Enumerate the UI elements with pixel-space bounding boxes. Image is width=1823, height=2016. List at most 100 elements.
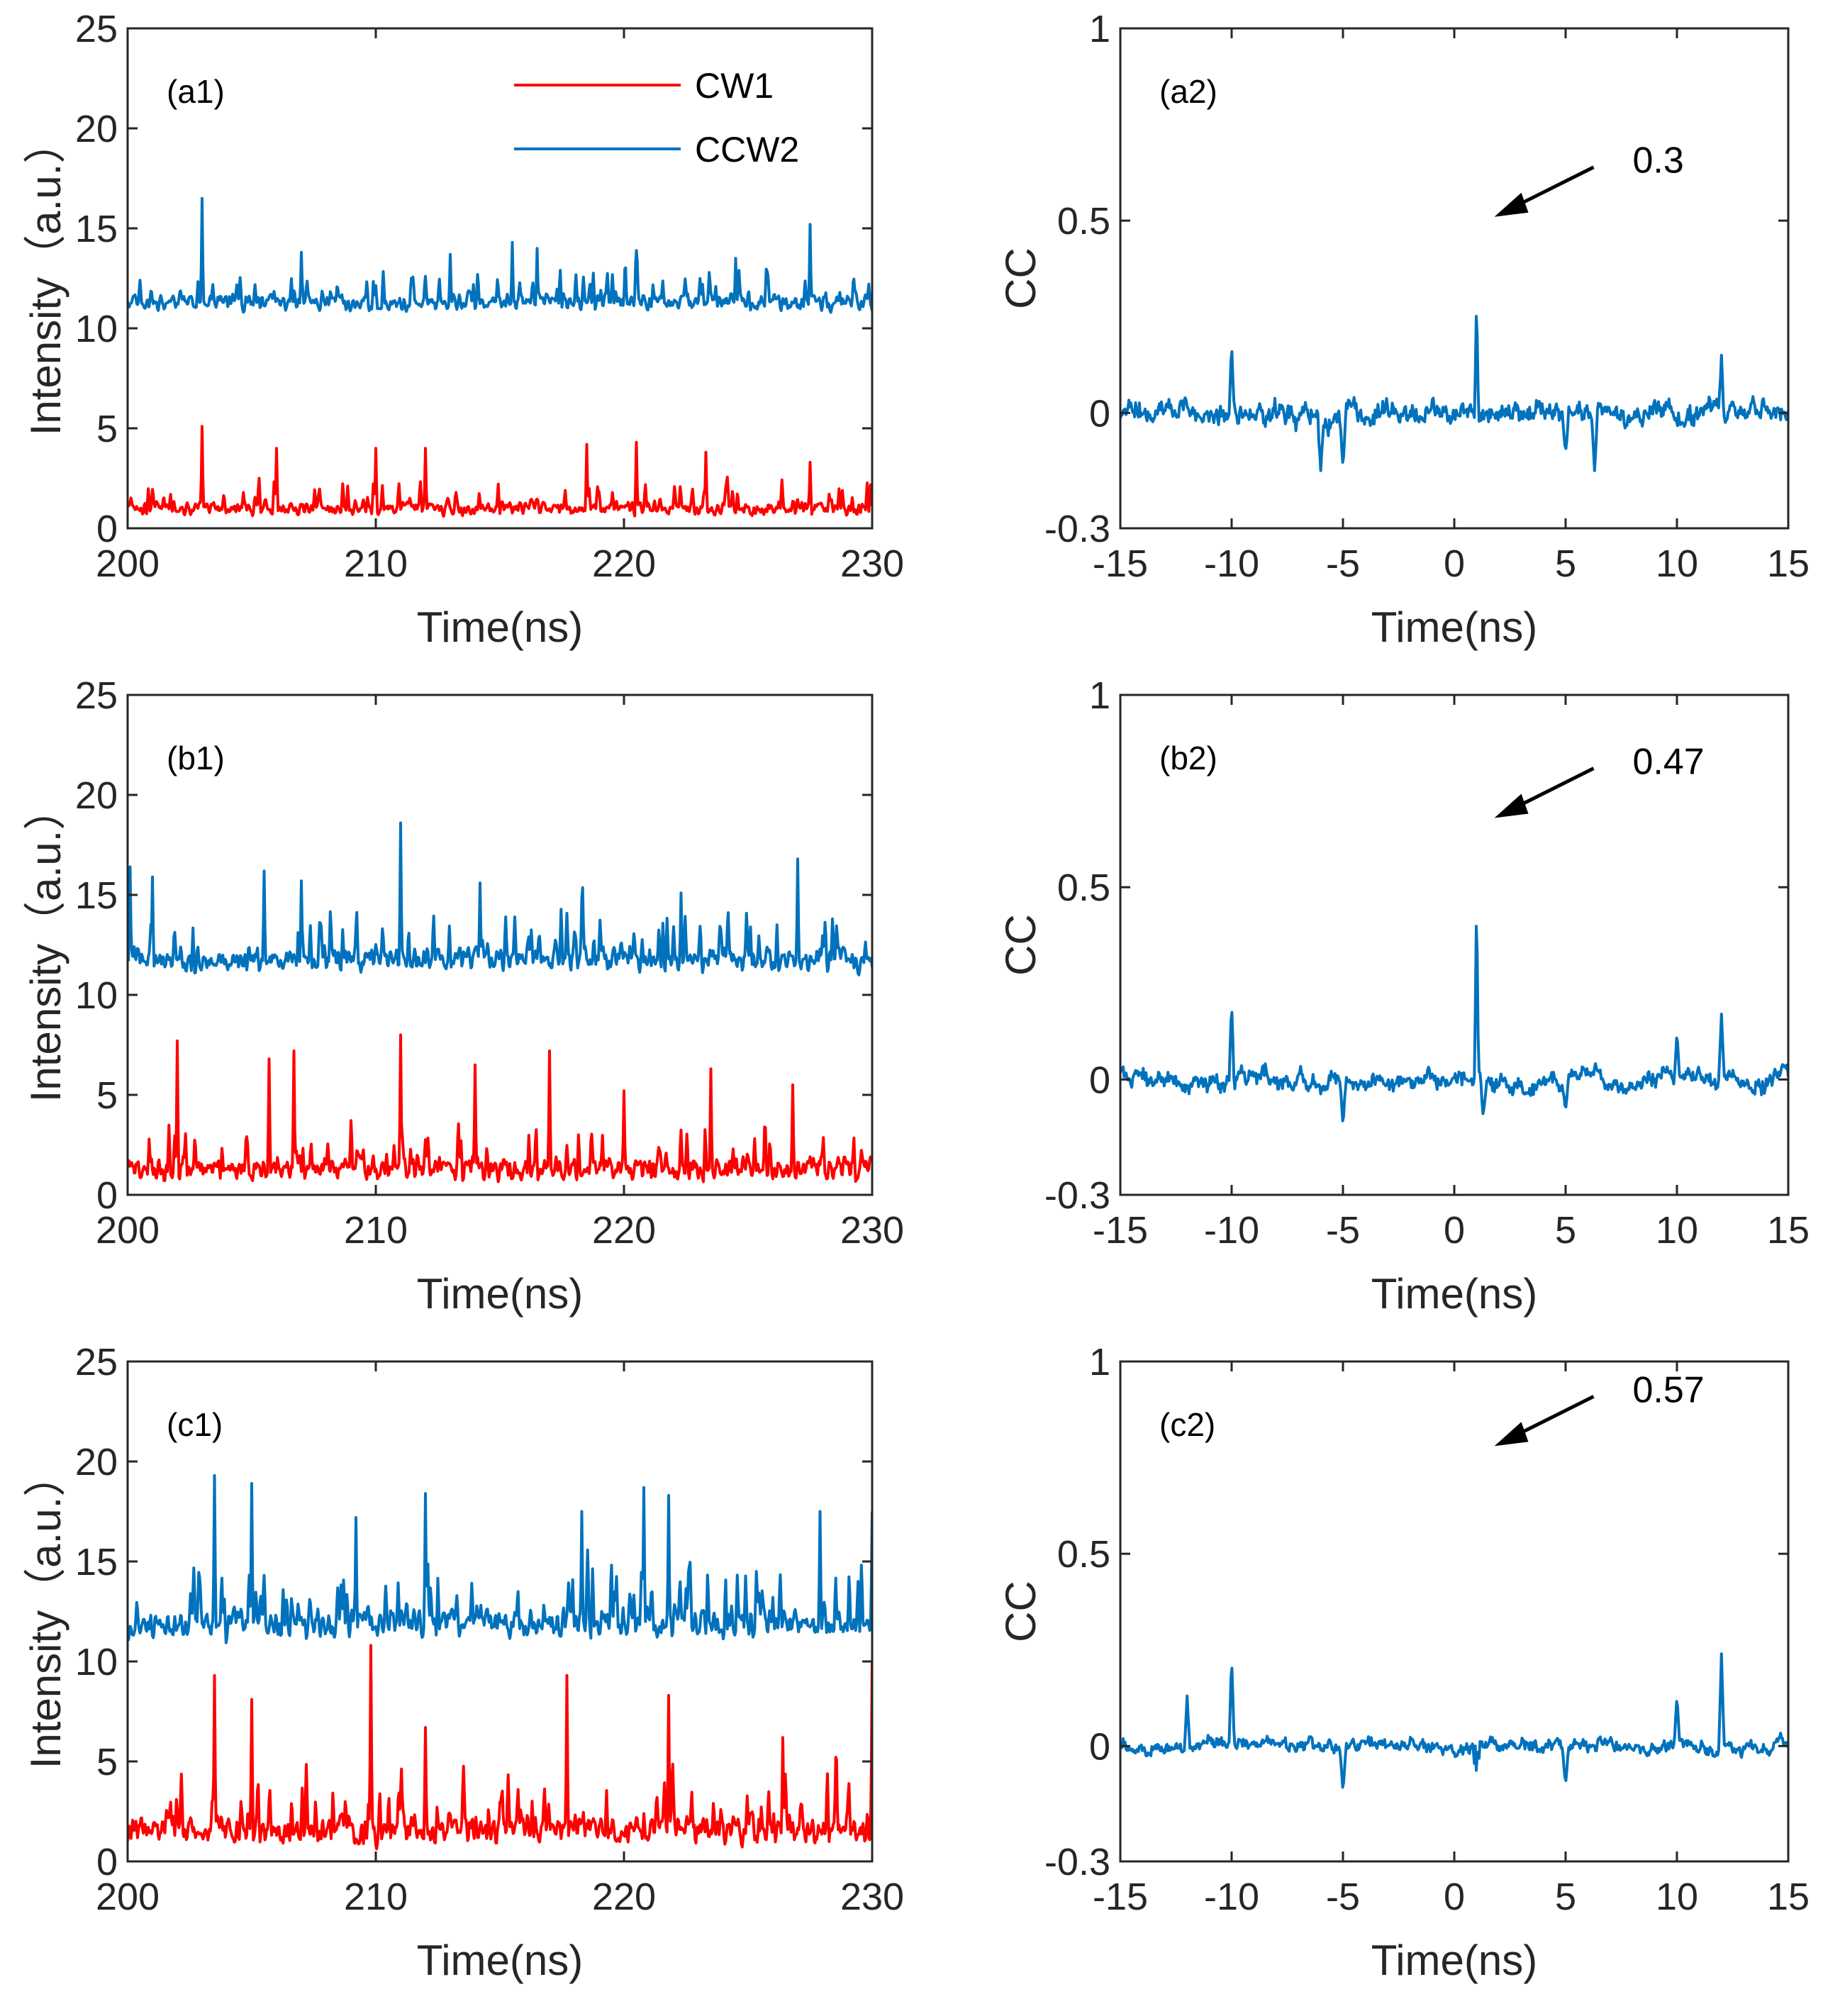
x-tick-label: 220 [592,1876,656,1918]
peak-annotation: 0.47 [1494,742,1705,818]
plot-area-frame [1119,27,1790,530]
plot-area-frame [126,694,874,1196]
series-ccw2-line [128,1474,872,1644]
x-tick-label: 0 [1444,1209,1465,1252]
y-tick-label: 20 [75,774,118,817]
y-tick-label: 20 [75,108,118,150]
x-tick-label: -5 [1326,542,1360,585]
series-ccw2-line [128,196,872,314]
x-tick-label: -10 [1204,542,1259,585]
x-tick-label: 210 [344,1876,408,1918]
x-tick-label: 220 [592,1209,656,1252]
series-cw1-line [128,1644,872,1851]
y-tick-label: -0.3 [1044,1841,1110,1883]
plot-area-frame [126,1360,874,1863]
panel-b1: 200 210 220 230 0 5 10 15 20 25 Time(ns) Intensity（… [22,674,904,1318]
panel-label: (b1) [167,740,225,776]
annotation-value: 0.3 [1633,140,1684,182]
x-axis-label: Time(ns) [417,1937,583,1984]
y-tick-label: 10 [75,974,118,1017]
x-tick-label: 230 [840,542,904,585]
annotation-value: 0.57 [1633,1369,1705,1410]
x-tick-label: 15 [1767,542,1810,585]
y-tick-label: 0.5 [1057,200,1110,243]
y-tick-label: 10 [75,308,118,350]
panel-label: (c1) [167,1406,223,1443]
panel-c1: 200 210 220 230 0 5 10 15 20 25 Time(ns) Intensity（… [22,1341,904,1984]
panel-label: (a2) [1159,73,1217,110]
x-tick-label: 15 [1767,1209,1810,1252]
x-tick-label: 5 [1555,1876,1576,1918]
x-tick-label: 10 [1656,1209,1698,1252]
x-tick-label: 0 [1444,542,1465,585]
series-cc-line [1120,925,1788,1123]
x-tick-label: 200 [96,542,160,585]
series-cc-line [1120,1652,1788,1789]
y-tick-label: 5 [96,408,118,450]
legend-entry-cw1: CW1 [695,66,774,106]
y-axis-label: CC [997,247,1044,309]
y-tick-label: 0.5 [1057,1533,1110,1576]
x-tick-label: 5 [1555,542,1576,585]
panel-c2: -15 -10 -5 0 5 10 15 -0.3 0 0.5 1 Time(ns) CC (c2) 0.5… [997,1341,1810,1984]
y-axis-label: CC [997,1581,1044,1642]
y-tick-label: 0 [1089,1725,1110,1768]
x-axis-label: Time(ns) [1371,603,1537,651]
peak-annotation: 0.3 [1494,140,1684,217]
x-tick-label: -15 [1093,1876,1148,1918]
y-tick-label: 25 [75,674,118,717]
annotation-arrowhead [1494,793,1529,818]
x-tick-label: -15 [1093,542,1148,585]
series-ccw2-line [128,821,872,976]
legend-entry-ccw2: CCW2 [695,130,799,169]
x-tick-label: 10 [1656,1876,1698,1918]
y-axis-label: Intensity（a.u.） [22,1454,69,1769]
x-tick-label: 200 [96,1209,160,1252]
panel-a1: 200 210 220 230 0 5 10 15 20 25 Time(ns) Intensity（… [22,8,904,651]
panel-label: (b2) [1159,740,1217,776]
x-tick-label: 200 [96,1876,160,1918]
annotation-value: 0.47 [1633,742,1705,783]
y-tick-label: 20 [75,1441,118,1483]
panel-label: (a1) [167,73,225,110]
y-tick-label: 0 [96,1841,118,1883]
y-tick-label: 1 [1089,674,1110,717]
panel-a2: -15 -10 -5 0 5 10 15 -0.3 0 0.5 1 Time(ns) CC (a2) 0.3 [997,8,1810,651]
plot-area-frame [126,27,874,530]
series-cc-line [1120,315,1788,472]
x-tick-label: 220 [592,542,656,585]
x-tick-label: 0 [1444,1876,1465,1918]
y-tick-label: -0.3 [1044,508,1110,550]
y-tick-label: 25 [75,8,118,50]
y-tick-label: 0 [96,508,118,550]
y-tick-label: 0 [96,1174,118,1217]
x-axis-label: Time(ns) [417,1270,583,1318]
x-tick-label: -5 [1326,1209,1360,1252]
x-axis-label: Time(ns) [417,603,583,651]
x-tick-label: 15 [1767,1876,1810,1918]
y-tick-label: 25 [75,1341,118,1383]
y-tick-label: 5 [96,1741,118,1783]
y-axis-label: CC [997,914,1044,976]
series-cw1-line [128,425,872,518]
legend: CW1 CCW2 [514,66,799,169]
y-tick-label: 0 [1089,392,1110,435]
x-tick-label: 230 [840,1876,904,1918]
peak-annotation: 0.57 [1494,1369,1705,1447]
y-tick-label: 10 [75,1641,118,1683]
x-axis-label: Time(ns) [1371,1937,1537,1984]
x-axis-label: Time(ns) [1371,1270,1537,1318]
y-tick-label: 0 [1089,1059,1110,1101]
y-tick-label: 0.5 [1057,867,1110,909]
x-tick-label: -15 [1093,1209,1148,1252]
series-cw1-line [128,1033,872,1184]
y-axis-label: Intensity（a.u.） [22,788,69,1103]
x-tick-label: 5 [1555,1209,1576,1252]
panel-label: (c2) [1159,1406,1215,1443]
y-axis-label: Intensity（a.u.） [22,121,69,436]
panel-b2: -15 -10 -5 0 5 10 15 -0.3 0 0.5 1 Time(ns) CC (b2) 0.4… [997,674,1810,1318]
x-tick-label: 210 [344,542,408,585]
x-tick-label: 210 [344,1209,408,1252]
x-tick-label: -10 [1204,1876,1259,1918]
